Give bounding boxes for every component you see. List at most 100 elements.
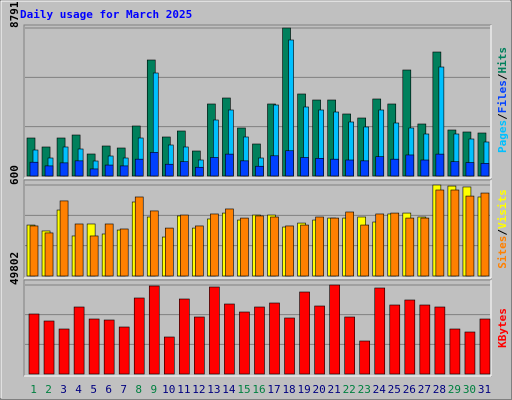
bar bbox=[119, 165, 129, 177]
bar bbox=[149, 210, 159, 277]
bar bbox=[434, 306, 446, 375]
bar bbox=[134, 158, 144, 177]
x-tick-label: 27 bbox=[418, 383, 431, 396]
x-tick-label: 23 bbox=[358, 383, 371, 396]
bar bbox=[464, 331, 476, 375]
x-tick-label: 4 bbox=[75, 383, 82, 396]
bar bbox=[119, 228, 129, 277]
legend-separator: / bbox=[496, 113, 509, 120]
bar bbox=[255, 215, 264, 277]
bar bbox=[330, 217, 339, 277]
bar bbox=[225, 153, 234, 177]
y-tick-label: 600 bbox=[8, 165, 21, 185]
bar bbox=[195, 166, 204, 177]
x-tick-label: 11 bbox=[177, 383, 190, 396]
bar bbox=[479, 318, 491, 375]
x-tick-label: 7 bbox=[120, 383, 127, 396]
bar bbox=[164, 227, 174, 277]
bar bbox=[89, 235, 99, 277]
bar bbox=[28, 313, 40, 375]
bar bbox=[389, 304, 401, 375]
bar bbox=[103, 319, 115, 375]
legend: Sites/Visits bbox=[496, 189, 509, 269]
x-tick-label: 2 bbox=[45, 383, 52, 396]
bar bbox=[359, 340, 371, 375]
bar bbox=[284, 317, 295, 375]
bar bbox=[285, 150, 294, 177]
bar bbox=[315, 158, 324, 177]
y-tick-label: 49802 bbox=[8, 252, 21, 285]
bar bbox=[59, 200, 69, 277]
bar bbox=[390, 212, 400, 277]
bar bbox=[149, 152, 159, 177]
bar bbox=[420, 217, 430, 277]
legend: KBytes bbox=[496, 308, 509, 348]
bar bbox=[269, 302, 280, 375]
bar bbox=[285, 225, 294, 277]
bar bbox=[44, 165, 54, 177]
bar bbox=[240, 217, 249, 277]
bar bbox=[225, 208, 234, 277]
bar bbox=[404, 299, 416, 375]
bar bbox=[74, 223, 84, 277]
bar bbox=[180, 214, 189, 277]
legend-entry: Pages bbox=[496, 120, 509, 153]
x-tick-label: 8 bbox=[135, 383, 142, 396]
bar bbox=[405, 154, 415, 177]
x-tick-label: 24 bbox=[373, 383, 387, 396]
bar bbox=[345, 159, 354, 177]
bar bbox=[148, 285, 160, 375]
bar bbox=[29, 161, 39, 177]
x-tick-label: 19 bbox=[297, 383, 310, 396]
bar bbox=[360, 224, 370, 277]
legend-entry: Files bbox=[496, 80, 509, 113]
bar bbox=[315, 216, 324, 277]
x-tick-label: 10 bbox=[162, 383, 175, 396]
bar bbox=[88, 318, 100, 375]
bar bbox=[254, 306, 265, 375]
legend-entry: KBytes bbox=[496, 308, 509, 348]
x-tick-label: 31 bbox=[478, 383, 491, 396]
bar bbox=[374, 287, 386, 375]
bar bbox=[344, 316, 355, 375]
bar bbox=[450, 189, 460, 277]
bar bbox=[104, 164, 114, 177]
bar bbox=[480, 163, 490, 177]
x-tick-label: 15 bbox=[237, 383, 250, 396]
x-tick-label: 29 bbox=[448, 383, 461, 396]
bar bbox=[59, 162, 69, 177]
legend-separator: / bbox=[496, 229, 509, 236]
bar bbox=[118, 326, 130, 375]
legend-entry: Sites bbox=[496, 236, 509, 269]
bar bbox=[375, 213, 385, 277]
bar bbox=[270, 155, 279, 177]
bar bbox=[405, 217, 415, 277]
bar bbox=[390, 158, 400, 177]
bar bbox=[210, 157, 219, 177]
bar bbox=[89, 168, 99, 177]
bar bbox=[224, 303, 235, 375]
bar bbox=[450, 161, 460, 177]
chart-title: Daily usage for March 2025 bbox=[20, 8, 192, 21]
bar bbox=[435, 153, 445, 177]
bar bbox=[299, 291, 310, 375]
legend-separator: / bbox=[496, 73, 509, 80]
bar bbox=[179, 298, 190, 375]
bar bbox=[210, 213, 219, 277]
x-tick-label: 30 bbox=[463, 383, 476, 396]
bar bbox=[465, 195, 475, 277]
x-tick-label: 28 bbox=[433, 383, 446, 396]
bar bbox=[104, 223, 114, 277]
x-tick-label: 5 bbox=[90, 383, 97, 396]
x-tick-label: 26 bbox=[403, 383, 416, 396]
legend-entry: Hits bbox=[496, 47, 509, 74]
bar bbox=[133, 297, 145, 375]
x-tick-label: 3 bbox=[60, 383, 67, 396]
bar bbox=[465, 162, 475, 177]
bar bbox=[419, 304, 431, 375]
x-tick-label: 20 bbox=[313, 383, 326, 396]
x-tick-label: 9 bbox=[150, 383, 157, 396]
bar bbox=[449, 328, 461, 375]
x-tick-label: 17 bbox=[267, 383, 280, 396]
